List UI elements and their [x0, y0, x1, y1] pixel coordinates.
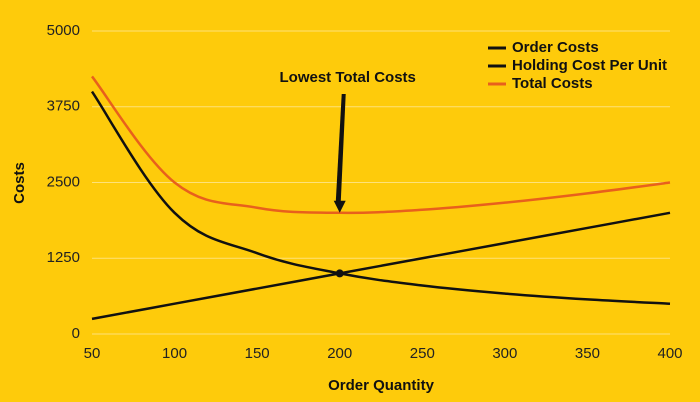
legend-label: Total Costs	[512, 75, 593, 92]
annotation-arrow	[335, 94, 346, 203]
x-tick-label: 400	[657, 345, 682, 362]
legend-label: Holding Cost Per Unit	[512, 57, 667, 74]
y-tick-label: 0	[72, 325, 80, 342]
x-tick-label: 300	[492, 345, 517, 362]
x-tick-label: 200	[327, 345, 352, 362]
y-tick-label: 3750	[47, 98, 80, 115]
x-tick-label: 50	[84, 345, 101, 362]
y-tick-label: 5000	[47, 22, 80, 39]
y-tick-label: 2500	[47, 173, 80, 190]
x-tick-label: 250	[410, 345, 435, 362]
intersection-point	[335, 269, 344, 278]
y-tick-label: 1250	[47, 249, 80, 266]
legend-label: Order Costs	[512, 39, 599, 56]
annotation-arrowhead	[333, 200, 346, 213]
x-tick-label: 150	[245, 345, 270, 362]
x-axis-label: Order Quantity	[328, 377, 435, 394]
line-series	[91, 211, 671, 321]
y-axis-label: Costs	[11, 162, 28, 204]
line-series	[90, 90, 671, 305]
x-tick-label: 100	[162, 345, 187, 362]
x-tick-label: 350	[575, 345, 600, 362]
line-series	[91, 75, 671, 215]
annotation: Lowest Total Costs	[280, 69, 416, 86]
